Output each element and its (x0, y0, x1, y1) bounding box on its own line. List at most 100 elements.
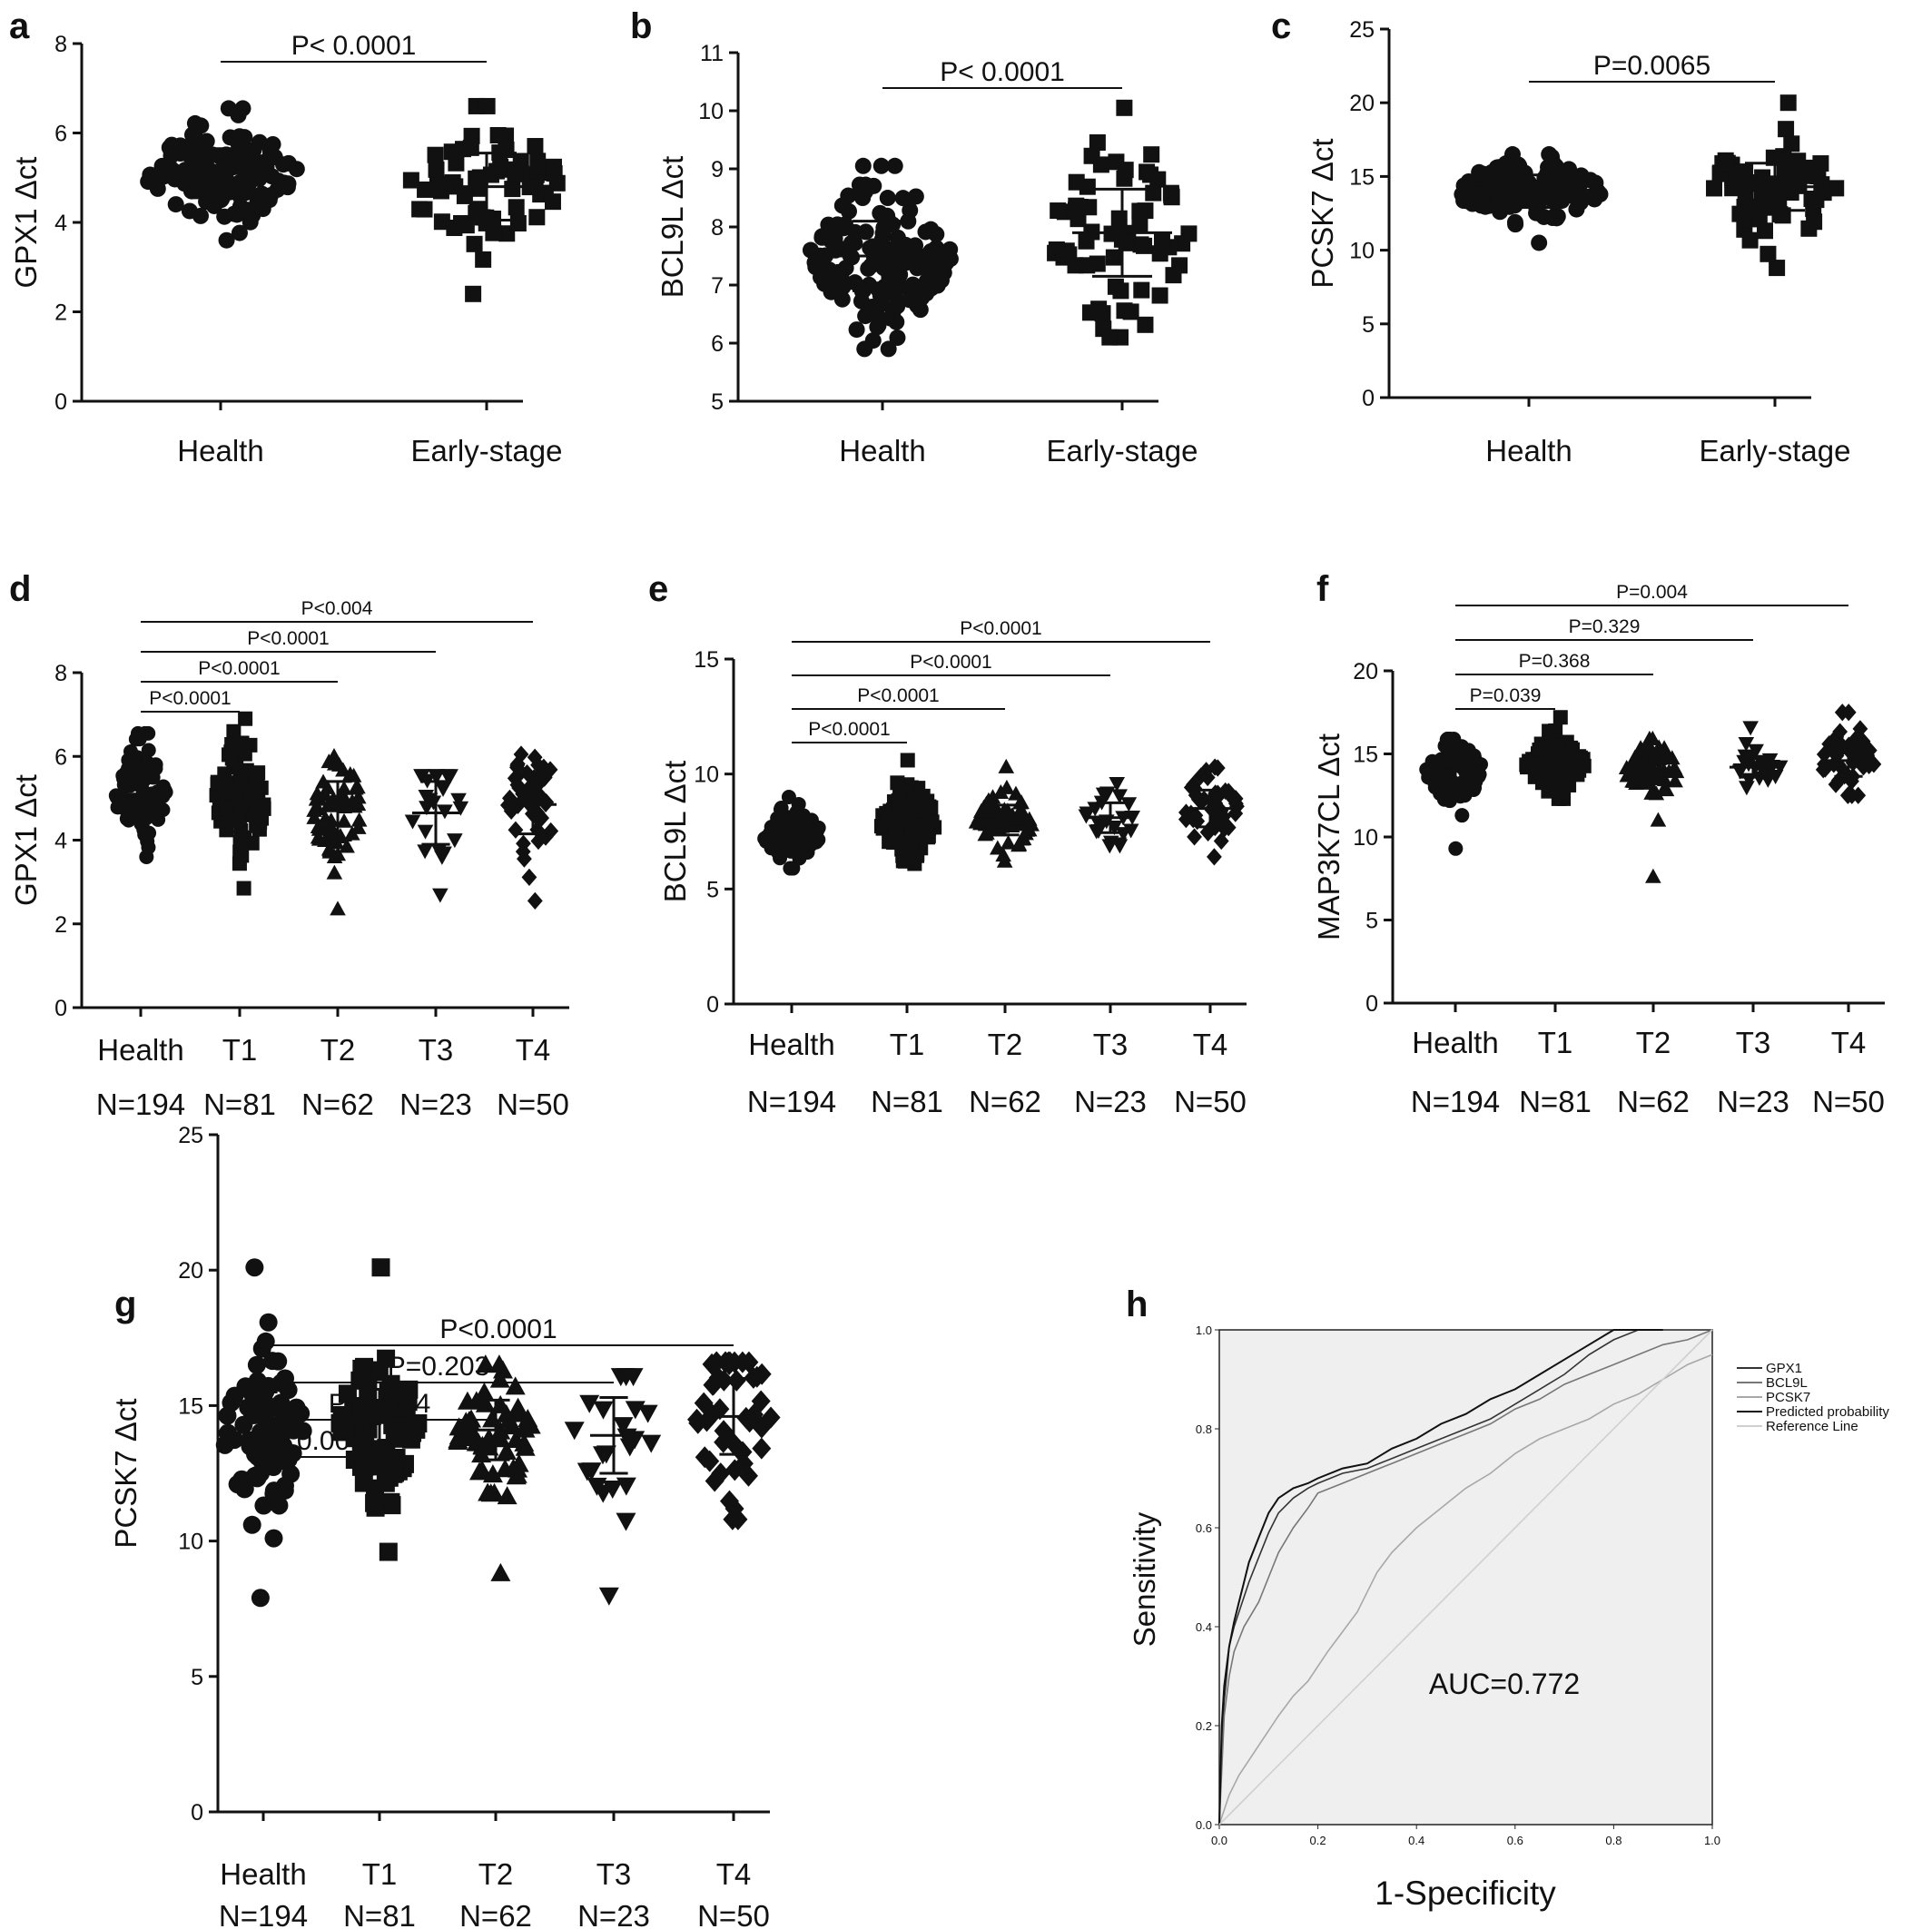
data-point (264, 135, 281, 153)
panel-d: d 0 2 4 6 8 GPX1 Δct Health N=194 T1 N=81 T2 N=62 T3 N… (9, 569, 569, 1121)
data-point (1816, 745, 1832, 763)
points-Health (1419, 732, 1489, 856)
data-point (310, 829, 327, 844)
data-point (456, 1412, 477, 1431)
category-label: T2 (478, 1857, 514, 1891)
data-point (1790, 162, 1808, 179)
p-value-label: P=0.203 (388, 1352, 490, 1382)
p-value-label: P<0.0001 (262, 1426, 380, 1456)
data-point (1467, 780, 1483, 795)
data-point (198, 133, 215, 150)
data-point (1531, 234, 1548, 251)
panel-label: f (1316, 569, 1329, 609)
data-point (478, 1428, 499, 1447)
y-tick-label: 7 (711, 273, 724, 299)
category-label: Health (839, 434, 925, 467)
data-point (529, 153, 547, 170)
category-label: T1 (362, 1857, 398, 1891)
data-point (1750, 210, 1768, 227)
data-point (1162, 184, 1179, 202)
data-point (508, 1397, 528, 1416)
y-tick-label: 20 (178, 1258, 203, 1284)
y-tick-label: 15 (1353, 743, 1378, 768)
data-point (738, 1464, 758, 1487)
legend-label: GPX1 (1766, 1361, 1802, 1376)
data-point (350, 819, 367, 834)
data-point (330, 846, 347, 861)
data-point (434, 850, 450, 865)
category-label: T2 (320, 1033, 356, 1067)
data-point (125, 806, 141, 822)
data-point (846, 223, 863, 241)
data-point (506, 1429, 527, 1448)
panel-e: e 0 5 10 15 BCL9L Δct Health N=194 T1 N=81 T2 N=62 T… (648, 569, 1247, 1118)
data-point (854, 157, 872, 174)
points-Health (802, 157, 959, 358)
data-point (242, 1515, 261, 1534)
data-point (923, 814, 939, 830)
data-point (848, 321, 865, 339)
x-tick-label: 0.0 (1211, 1834, 1227, 1847)
data-point (310, 818, 327, 833)
data-point (1174, 235, 1191, 252)
data-point (796, 816, 812, 832)
data-point (181, 202, 198, 220)
category-label: T2 (988, 1028, 1023, 1061)
data-point (920, 793, 935, 809)
data-point (148, 793, 163, 809)
data-point (700, 1450, 720, 1472)
data-point (598, 1587, 619, 1606)
data-point (907, 188, 924, 205)
data-point (1078, 232, 1095, 250)
data-point (272, 1397, 291, 1416)
points-T4 (499, 745, 559, 910)
y-tick-label: 15 (1349, 164, 1375, 190)
data-point (1227, 790, 1244, 808)
data-point (975, 799, 992, 814)
data-point (1755, 765, 1772, 781)
p-value-label: P<0.0001 (247, 628, 330, 649)
data-point (453, 214, 470, 231)
data-point (143, 766, 159, 782)
data-point (941, 251, 959, 268)
data-point (322, 794, 340, 810)
points-T2 (1618, 730, 1685, 883)
data-point (1189, 812, 1206, 831)
data-point (489, 126, 507, 143)
data-point (1454, 808, 1470, 823)
data-point (1095, 787, 1112, 802)
y-tick-label: 10 (698, 99, 724, 124)
data-point (1118, 234, 1135, 251)
legend-label: Predicted probability (1766, 1404, 1889, 1420)
data-point (835, 241, 853, 258)
data-point (637, 1404, 658, 1423)
data-point (1552, 710, 1568, 725)
data-point (544, 193, 561, 211)
panel-f: f 0 5 10 15 20 MAP3K7CL Δct Health N=194 T1 N=81 T2… (1312, 569, 1885, 1118)
data-point (886, 286, 903, 303)
data-point (1504, 159, 1522, 176)
data-point (235, 156, 252, 173)
data-point (465, 285, 482, 302)
data-point (744, 1403, 764, 1426)
sample-size-label: N=81 (343, 1899, 416, 1929)
points-T3 (564, 1368, 662, 1606)
points-T3 (404, 769, 469, 903)
data-point (289, 1403, 308, 1422)
p-value-label: P<0.004 (301, 598, 373, 619)
data-point (218, 801, 233, 816)
data-point (752, 1437, 772, 1460)
sample-size-label: N=50 (697, 1899, 770, 1929)
data-point (1427, 780, 1443, 795)
data-point (1506, 213, 1523, 231)
data-point (123, 743, 138, 759)
y-tick-label: 5 (706, 877, 719, 902)
data-point (1828, 775, 1844, 793)
data-point (432, 888, 448, 903)
data-point (869, 319, 886, 336)
y-tick-label: 5 (1362, 312, 1375, 338)
data-point (1632, 740, 1649, 755)
data-point (506, 1466, 527, 1485)
data-point (435, 782, 451, 797)
data-point (791, 796, 806, 812)
